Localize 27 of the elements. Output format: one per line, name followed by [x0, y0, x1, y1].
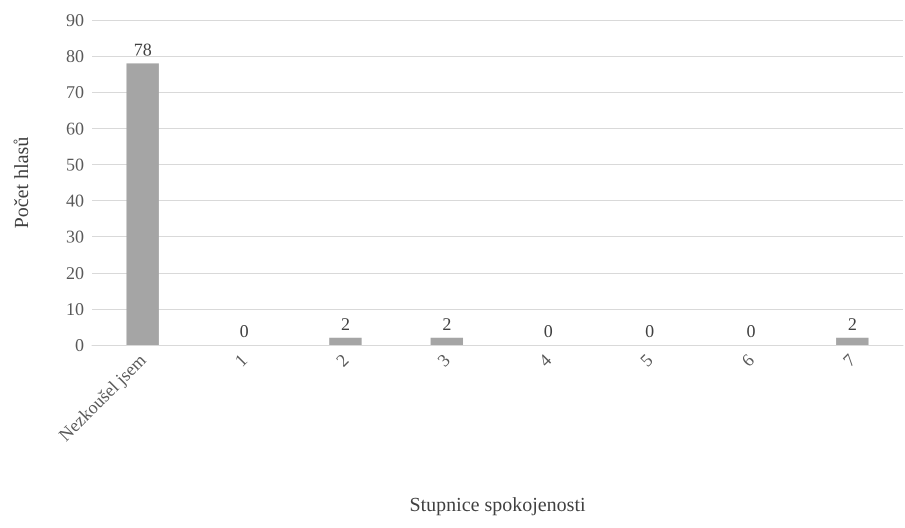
x-tick-label: 1 [230, 350, 252, 370]
x-tick-label: 5 [636, 350, 657, 370]
y-tick-label: 90 [66, 10, 84, 30]
y-tick-label: 70 [66, 82, 84, 102]
x-tick-label: 7 [838, 350, 860, 370]
y-tick-label: 60 [66, 118, 84, 138]
data-label: 78 [134, 39, 152, 60]
x-tick-label: 6 [738, 350, 758, 370]
x-tick-label: 2 [332, 350, 353, 370]
y-axis-title: Počet hlasů [11, 136, 33, 228]
data-label: 0 [746, 321, 756, 341]
y-tick-label: 20 [66, 262, 84, 283]
data-label: 2 [340, 314, 350, 334]
data-label: 0 [544, 321, 553, 341]
x-tick-label: 4 [534, 350, 556, 370]
data-label: 0 [645, 321, 654, 341]
y-tick-label: 30 [66, 226, 84, 247]
x-tick-label: 3 [433, 350, 454, 370]
y-tick-label: 0 [75, 335, 84, 355]
y-tick-label: 40 [66, 190, 84, 211]
y-tick-label: 80 [66, 46, 84, 66]
data-label: 2 [442, 314, 452, 334]
data-label: 2 [848, 314, 857, 334]
x-axis-title: Stupnice spokojenosti [409, 494, 586, 516]
data-label: 0 [240, 321, 249, 341]
y-tick-label: 50 [66, 154, 84, 174]
y-tick-label: 10 [66, 298, 84, 319]
